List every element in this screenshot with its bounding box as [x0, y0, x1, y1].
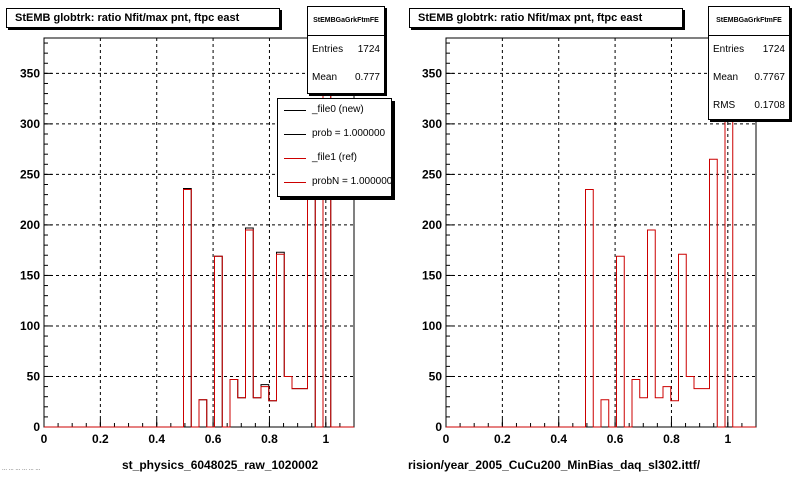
x-tick-label: 0.6: [205, 432, 222, 446]
x-tick-label: 1: [724, 432, 731, 446]
y-tick-label: 200: [20, 218, 40, 232]
stats-box-2-name: StEMBGaGrkFtmFE: [709, 7, 789, 36]
stats-label: RMS: [713, 100, 736, 111]
stats-row-entries: Entries 1724: [308, 36, 384, 64]
y-tick-label: 250: [20, 167, 40, 181]
legend-swatch: [284, 110, 306, 111]
histogram-title-2-text: StEMB globtrk: ratio Nfit/max pnt, ftpc …: [418, 12, 643, 24]
y-tick-label: 0: [33, 420, 40, 434]
histogram-series--file1-ref-: [446, 53, 756, 428]
plot-frame: [445, 37, 757, 428]
stats-value: 1724: [762, 44, 785, 55]
legend-label: prob = 1.000000: [312, 128, 386, 139]
legend-label: _file0 (new): [312, 104, 364, 115]
x-tick-label: 0.4: [148, 432, 165, 446]
stats-label: Entries: [312, 44, 344, 55]
y-tick-label: 100: [422, 319, 442, 333]
x-tick-label: 0: [41, 432, 48, 446]
histogram-title-1-text: StEMB globtrk: ratio Nfit/max pnt, ftpc …: [15, 12, 240, 24]
y-tick-label: 350: [422, 66, 442, 80]
x-tick-label: 1: [322, 432, 329, 446]
stats-box-2: StEMBGaGrkFtmFE Entries 1724 Mean 0.7767…: [708, 6, 790, 120]
stats-row-entries: Entries 1724: [709, 36, 789, 64]
stats-row-rms: RMS 0.1708: [709, 92, 789, 119]
legend-entry: _file0 (new): [278, 99, 391, 123]
y-tick-label: 300: [20, 117, 40, 131]
histogram-title-2: StEMB globtrk: ratio Nfit/max pnt, ftpc …: [409, 8, 683, 28]
legend-box: _file0 (new) prob = 1.000000 _file1 (ref…: [277, 98, 392, 197]
x-axis-title-1: st_physics_6048025_raw_1020002: [122, 458, 319, 472]
x-tick-label: 0.6: [607, 432, 624, 446]
y-tick-label: 150: [422, 268, 442, 282]
legend-entry: _file1 (ref): [278, 147, 391, 171]
x-tick-label: 0: [443, 432, 450, 446]
stats-box-1-name: StEMBGaGrkFtmFE: [308, 7, 384, 36]
stats-label: Mean: [312, 72, 338, 83]
legend-swatch: [284, 182, 306, 183]
x-tick-label: 0.4: [550, 432, 567, 446]
stats-value: 0.7767: [754, 72, 785, 83]
y-tick-label: 100: [20, 319, 40, 333]
corner-text: ... ... ... ... ... ...: [2, 466, 41, 472]
y-tick-label: 50: [27, 369, 41, 383]
histogram-title-1: StEMB globtrk: ratio Nfit/max pnt, ftpc …: [6, 8, 280, 28]
stats-row-mean: Mean 0.7767: [709, 64, 789, 92]
legend-entry: probN = 1.000000: [278, 171, 391, 195]
x-tick-label: 0.2: [92, 432, 109, 446]
stats-label: Mean: [713, 72, 739, 83]
y-tick-label: 50: [429, 369, 443, 383]
stats-box-1: StEMBGaGrkFtmFE Entries 1724 Mean 0.777: [307, 6, 385, 94]
stats-value: 1724: [357, 44, 380, 55]
x-tick-label: 0.8: [261, 432, 278, 446]
x-tick-label: 0.2: [494, 432, 511, 446]
stats-row-mean: Mean 0.777: [308, 64, 384, 92]
legend-swatch: [284, 134, 306, 135]
y-tick-label: 200: [422, 218, 442, 232]
x-axis-title-2: rision/year_2005_CuCu200_MinBias_daq_sl3…: [408, 458, 701, 472]
stats-value: 0.1708: [754, 100, 785, 111]
histogram-series--file1-ref-: [44, 53, 354, 428]
y-tick-label: 150: [20, 268, 40, 282]
legend-label: _file1 (ref): [312, 152, 358, 163]
legend-entry: prob = 1.000000: [278, 123, 391, 147]
legend-swatch: [284, 158, 306, 159]
x-tick-label: 0.8: [663, 432, 680, 446]
y-tick-label: 300: [422, 117, 442, 131]
legend-label: probN = 1.000000: [312, 176, 392, 187]
y-tick-label: 0: [435, 420, 442, 434]
y-tick-label: 350: [20, 66, 40, 80]
stats-value: 0.777: [354, 72, 380, 83]
y-tick-label: 250: [422, 167, 442, 181]
stats-label: Entries: [713, 44, 745, 55]
